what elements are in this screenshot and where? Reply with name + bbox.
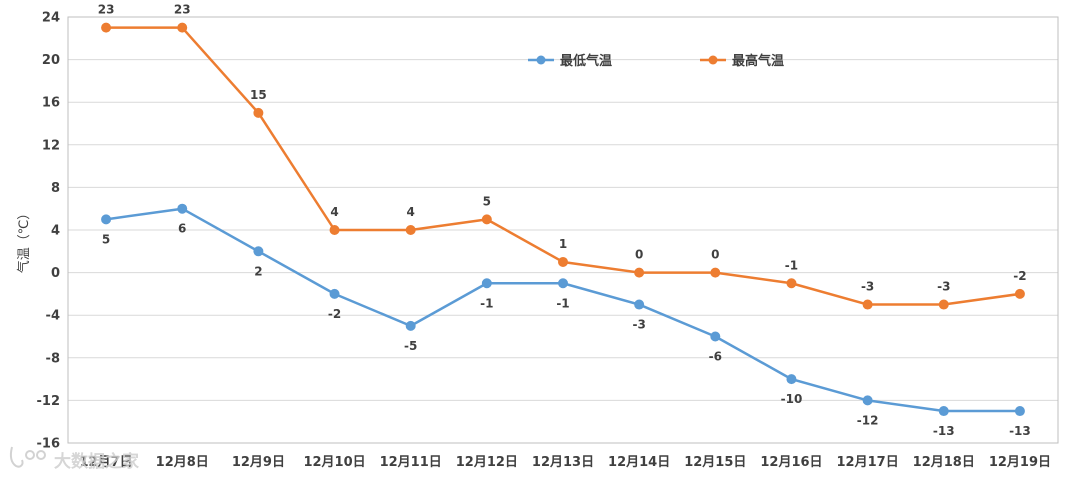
series-min-temp: 562-2-5-1 -1-3-6-10-12-13 -13 — [101, 203, 1031, 438]
legend-item: 最高气温 — [700, 53, 784, 69]
legend-label: 最高气温 — [732, 53, 784, 69]
legend-label: 最低气温 — [560, 53, 612, 69]
y-tick-label: 0 — [51, 266, 60, 281]
x-tick-label: 12月15日 — [684, 455, 746, 470]
data-label: -2 — [328, 307, 341, 321]
data-label: 23 — [174, 3, 191, 17]
data-label: -3 — [861, 280, 874, 294]
y-tick-label: 8 — [51, 181, 60, 196]
y-tick-label: 4 — [51, 224, 60, 239]
legend-marker — [708, 55, 718, 65]
series-group: 5 6 2 -2 -5 -1 -1 -3 -6 -10 -12 -13 -13 23 23 15 4 4 5 1 0 0 -… — [98, 3, 1031, 438]
data-point — [634, 267, 645, 278]
data-point — [177, 203, 188, 214]
data-point — [481, 278, 492, 289]
x-tick-label: 12月14日 — [608, 455, 670, 470]
legend-item: 最低气温 — [528, 53, 612, 69]
data-label: 15 — [250, 88, 267, 102]
data-point — [253, 107, 264, 118]
x-tick-label: 12月13日 — [532, 455, 594, 470]
data-point — [710, 267, 721, 278]
data-label: 23 — [98, 3, 115, 17]
y-tick-label: 12 — [42, 138, 60, 153]
x-tick-label: 12月7日 — [80, 455, 133, 470]
y-tick-label: 16 — [42, 96, 60, 111]
data-label: -6 — [709, 350, 722, 364]
data-point — [101, 22, 112, 33]
data-label: 5 — [102, 232, 110, 246]
data-point — [786, 374, 797, 385]
legend-marker — [536, 55, 546, 65]
data-label: 2 — [254, 264, 262, 278]
y-axis-label: 气温（℃） — [16, 207, 32, 274]
y-axis-ticks: 24 20 16 12 8 4 0 -4 -8 -12 -16 — [37, 11, 61, 452]
plot-area-border — [67, 16, 1059, 444]
data-point — [177, 22, 188, 33]
data-label: -1 — [785, 258, 798, 272]
data-point — [558, 278, 568, 289]
data-point — [634, 299, 645, 310]
x-tick-label: 12月8日 — [156, 455, 209, 470]
data-point — [253, 246, 264, 257]
x-tick-label: 12月17日 — [837, 455, 899, 470]
data-point — [862, 395, 873, 406]
data-label: 6 — [178, 222, 186, 236]
data-label: -13 — [933, 424, 955, 438]
data-label: -10 — [781, 392, 803, 406]
data-point — [862, 299, 873, 310]
x-axis-ticks: 12月7日 12月8日 12月9日 12月10日 12月11日 12月12日 12月13日 1… — [80, 455, 1052, 470]
data-point — [558, 256, 568, 267]
data-label: 0 — [711, 248, 719, 262]
data-label: 5 — [483, 194, 491, 208]
y-tick-label: -16 — [37, 437, 61, 452]
series-max-temp: 23 23 15 4 4 5 1 0 0 -1 -3 -3 -2 — [98, 3, 1027, 310]
data-label: 0 — [635, 248, 643, 262]
watermark: 大数据之家 — [9, 446, 139, 472]
data-label: -3 — [937, 280, 950, 294]
y-tick-label: -12 — [37, 394, 61, 409]
data-point — [786, 278, 797, 289]
legend: 最低气温 最高气温 — [528, 53, 784, 69]
data-label: -1 — [556, 296, 569, 310]
watermark-logo-icon — [9, 446, 46, 468]
data-label: 4 — [407, 205, 415, 219]
data-label: -2 — [1013, 269, 1026, 283]
x-tick-label: 12月18日 — [913, 455, 975, 470]
data-point — [1014, 288, 1025, 299]
data-label: -3 — [632, 318, 645, 332]
data-point — [405, 225, 416, 235]
y-tick-label: 24 — [42, 11, 60, 26]
watermark-text: 大数据之家 — [54, 451, 139, 472]
y-tick-label: 20 — [42, 53, 60, 68]
x-tick-label: 12月12日 — [456, 455, 518, 470]
data-point — [329, 225, 340, 235]
y-tick-label: -8 — [46, 351, 60, 366]
data-point — [481, 214, 492, 225]
data-point — [938, 406, 949, 417]
data-point — [938, 299, 949, 310]
y-tick-label: -4 — [46, 309, 60, 324]
data-label: -12 — [857, 413, 879, 427]
x-tick-label: 12月16日 — [760, 455, 822, 470]
data-label: 1 — [559, 237, 567, 251]
x-tick-label: 12月9日 — [232, 455, 285, 470]
data-point — [1014, 406, 1025, 417]
x-tick-label: 12月11日 — [380, 455, 442, 470]
data-point — [405, 320, 416, 331]
data-point — [329, 288, 340, 299]
data-label: -1 — [480, 296, 493, 310]
x-tick-label: 12月19日 — [989, 455, 1051, 470]
data-label: -13 — [1009, 424, 1031, 438]
data-label: -5 — [404, 339, 417, 353]
data-point — [101, 214, 112, 225]
x-tick-label: 12月10日 — [303, 455, 365, 470]
data-label: 4 — [330, 205, 338, 219]
data-point — [710, 331, 721, 342]
gridlines — [68, 59, 1058, 401]
